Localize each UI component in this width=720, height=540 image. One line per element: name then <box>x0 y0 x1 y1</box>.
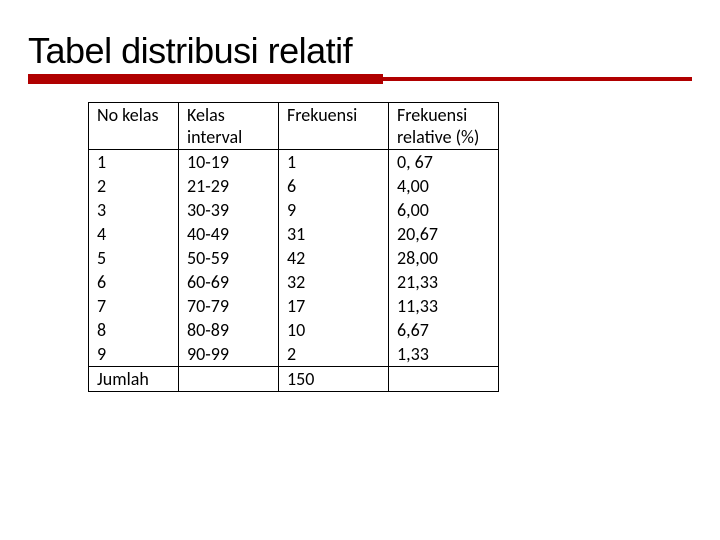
col-header-interval: Kelas interval <box>179 103 279 150</box>
cell-freq: 9 <box>279 198 389 222</box>
table-row: 6 60-69 32 21,33 <box>89 270 499 294</box>
distribution-table: No kelas Kelas interval Frekuensi Frekue… <box>88 102 499 392</box>
cell-no: 8 <box>89 318 179 342</box>
cell-interval: 70-79 <box>179 294 279 318</box>
footer-freq-total: 150 <box>279 367 389 392</box>
cell-freq: 31 <box>279 222 389 246</box>
cell-rel: 1,33 <box>389 342 499 367</box>
cell-interval: 60-69 <box>179 270 279 294</box>
cell-rel: 28,00 <box>389 246 499 270</box>
cell-interval: 50-59 <box>179 246 279 270</box>
cell-rel: 6,67 <box>389 318 499 342</box>
cell-no: 2 <box>89 174 179 198</box>
table-row: 7 70-79 17 11,33 <box>89 294 499 318</box>
cell-no: 1 <box>89 150 179 175</box>
cell-no: 6 <box>89 270 179 294</box>
table-header-row: No kelas Kelas interval Frekuensi Frekue… <box>89 103 499 150</box>
footer-empty <box>179 367 279 392</box>
cell-freq: 17 <box>279 294 389 318</box>
cell-interval: 10-19 <box>179 150 279 175</box>
table-row: 1 10-19 1 0, 67 <box>89 150 499 175</box>
cell-interval: 80-89 <box>179 318 279 342</box>
cell-no: 9 <box>89 342 179 367</box>
cell-rel: 0, 67 <box>389 150 499 175</box>
table-body: 1 10-19 1 0, 67 2 21-29 6 4,00 3 30-39 9… <box>89 150 499 367</box>
rule-thick <box>28 74 383 84</box>
table-row: 9 90-99 2 1,33 <box>89 342 499 367</box>
cell-freq: 6 <box>279 174 389 198</box>
table-footer-row: Jumlah 150 <box>89 367 499 392</box>
cell-no: 4 <box>89 222 179 246</box>
col-header-freq: Frekuensi <box>279 103 389 150</box>
cell-interval: 40-49 <box>179 222 279 246</box>
table-row: 4 40-49 31 20,67 <box>89 222 499 246</box>
cell-freq: 1 <box>279 150 389 175</box>
col-header-no: No kelas <box>89 103 179 150</box>
footer-rel-total <box>389 367 499 392</box>
cell-rel: 20,67 <box>389 222 499 246</box>
col-header-rel: Frekuensi relative (%) <box>389 103 499 150</box>
cell-interval: 30-39 <box>179 198 279 222</box>
table-row: 3 30-39 9 6,00 <box>89 198 499 222</box>
table-row: 8 80-89 10 6,67 <box>89 318 499 342</box>
cell-freq: 42 <box>279 246 389 270</box>
cell-rel: 21,33 <box>389 270 499 294</box>
cell-no: 7 <box>89 294 179 318</box>
cell-freq: 32 <box>279 270 389 294</box>
cell-no: 3 <box>89 198 179 222</box>
slide-title: Tabel distribusi relatif <box>28 30 692 72</box>
cell-no: 5 <box>89 246 179 270</box>
table-row: 5 50-59 42 28,00 <box>89 246 499 270</box>
cell-interval: 21-29 <box>179 174 279 198</box>
cell-freq: 2 <box>279 342 389 367</box>
cell-freq: 10 <box>279 318 389 342</box>
table-row: 2 21-29 6 4,00 <box>89 174 499 198</box>
slide-container: Tabel distribusi relatif No kelas Kelas … <box>0 0 720 540</box>
cell-rel: 4,00 <box>389 174 499 198</box>
cell-rel: 6,00 <box>389 198 499 222</box>
cell-interval: 90-99 <box>179 342 279 367</box>
cell-rel: 11,33 <box>389 294 499 318</box>
footer-label: Jumlah <box>89 367 179 392</box>
title-rule <box>28 74 692 84</box>
